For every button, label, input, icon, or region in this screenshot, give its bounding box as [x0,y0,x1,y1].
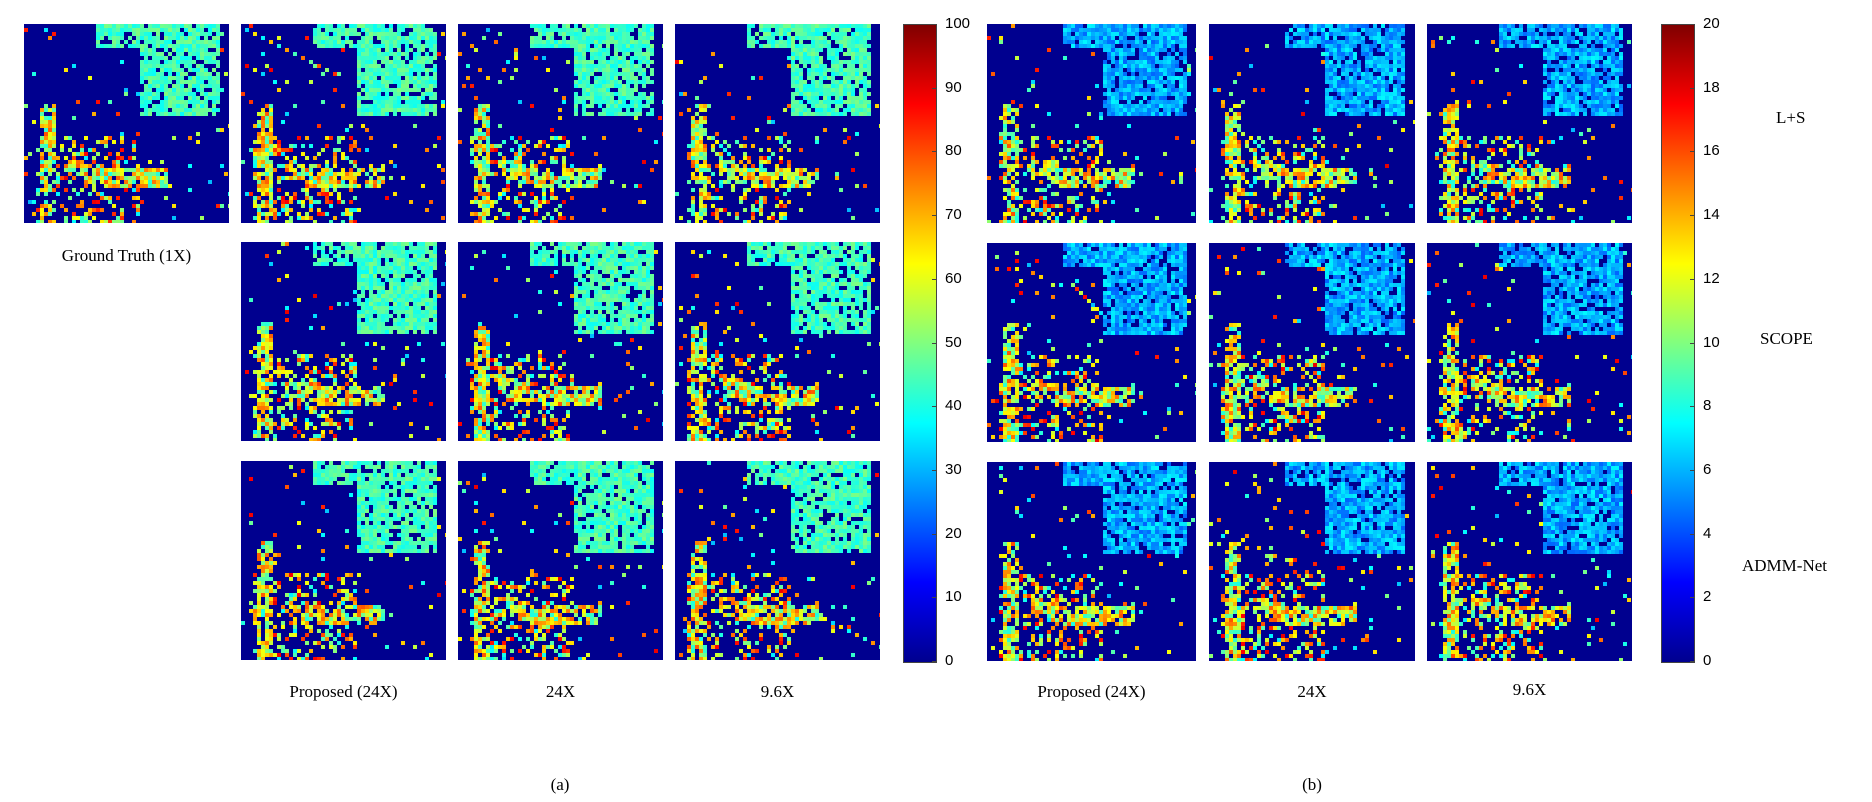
parametric-map-image [1209,24,1415,223]
parametric-map-image [987,243,1196,442]
parametric-map-image [245,242,446,441]
colorbar-a-tick-mark [932,215,937,217]
ground-truth-label: Ground Truth (1X) [61,246,192,265]
colorbar-a [903,24,937,663]
parametric-map-image [458,461,663,660]
map-a-ground-truth [24,24,229,223]
parametric-map-image [241,24,446,223]
parametric-map-image [1427,243,1632,442]
colorbar-b-tick-mark [1690,151,1695,153]
parametric-map-image [675,242,880,441]
col-label-b-1: Proposed (24X) [1037,682,1146,701]
col-label-a-3: 9.6X [760,682,795,701]
colorbar-a-tick-mark [932,342,937,344]
map-a-r1-c3 [675,24,880,223]
colorbar-a-tick-label: 60 [945,269,962,287]
colorbar-a-tick-mark [932,24,937,25]
parametric-map-image [987,24,1196,223]
colorbar-b-tick-mark [1690,533,1695,535]
map-b-r3-c3 [1427,462,1632,661]
colorbar-a-tick-mark [932,533,937,535]
colorbar-a-tick-label: 20 [945,524,962,542]
colorbar-b-tick-mark [1690,342,1695,344]
parametric-map-image [1209,243,1415,442]
colorbar-a-tick-label: 70 [945,206,962,224]
row-label-admm: ADMM-Net [1742,556,1827,575]
col-label-a-1: Proposed (24X) [289,682,398,701]
colorbar-b [1661,24,1695,663]
parametric-map-image [1431,462,1632,661]
map-b-r1-c2 [1209,24,1415,223]
parametric-map-image [458,24,663,223]
parametric-map-image [675,24,880,223]
caption-b: (b) [1302,775,1322,794]
colorbar-a-tick-label: 50 [945,333,962,351]
map-b-r2-c2 [1209,243,1415,442]
colorbar-a-tick-label: 100 [945,15,971,32]
colorbar-a-tick-mark [932,278,937,280]
map-a-r1-c1 [241,24,446,223]
colorbar-b-tick-label: 12 [1703,269,1720,287]
row-label-scope: SCOPE [1760,329,1813,348]
colorbar-b-tick-label: 16 [1703,142,1720,160]
colorbar-b-tick-mark [1690,87,1695,89]
colorbar-a-tick-label: 30 [945,460,962,478]
colorbar-b-tick-mark [1690,469,1695,471]
parametric-map-image [1427,24,1632,223]
colorbar-b-tick-mark [1690,661,1695,662]
colorbar-b-tick-label: 14 [1703,206,1720,224]
colorbar-b-tick-label: 8 [1703,397,1712,415]
colorbar-a-tick-mark [932,597,937,599]
row-label-ls: L+S [1776,108,1806,127]
colorbar-b-tick-label: 18 [1703,78,1720,96]
colorbar-b-tick-label: 10 [1703,333,1720,351]
colorbar-b-tick-label: 4 [1703,524,1712,542]
colorbar-b-tick-label: 6 [1703,460,1712,478]
map-a-r2-c2 [458,242,663,441]
caption-a: (a) [550,775,570,794]
colorbar-a-tick-label: 80 [945,142,962,160]
col-label-b-2: 24X [1297,682,1327,701]
colorbar-a-tick-label: 10 [945,588,962,606]
colorbar-a-tick-label: 90 [945,78,962,96]
map-a-r2-c3 [675,242,880,441]
map-a-r3-c3 [675,461,880,660]
colorbar-a-tick-mark [932,406,937,408]
col-label-b-3: 9.6X [1512,680,1547,699]
parametric-map-image [241,461,446,660]
colorbar-b-tick-mark [1690,278,1695,280]
colorbar-b-tick-label: 2 [1703,588,1712,606]
colorbar-a-tick-label: 0 [945,652,954,669]
colorbar-a-tick-mark [932,661,937,662]
colorbar-a-tick-label: 40 [945,397,962,415]
map-a-r3-c1 [241,461,446,660]
map-a-r3-c2 [458,461,663,660]
parametric-map-image [679,461,880,660]
colorbar-a-tick-mark [932,469,937,471]
colorbar-b-tick-label: 20 [1703,15,1720,32]
colorbar-b-tick-mark [1690,215,1695,217]
map-b-r1-c1 [987,24,1196,223]
parametric-map-image [991,462,1196,661]
map-a-r1-c2 [458,24,663,223]
map-b-r2-c3 [1427,243,1632,442]
map-b-r3-c1 [987,462,1196,661]
col-label-a-2: 24X [545,682,576,701]
map-a-r2-c1 [241,242,446,441]
colorbar-a-tick-mark [932,151,937,153]
colorbar-b-tick-mark [1690,406,1695,408]
map-b-r1-c3 [1427,24,1632,223]
parametric-map-image [458,242,663,441]
parametric-map-image [24,24,229,223]
colorbar-b-tick-mark [1690,24,1695,25]
map-b-r2-c1 [987,243,1196,442]
parametric-map-image [1209,462,1413,661]
colorbar-b-tick-label: 0 [1703,652,1712,669]
map-b-r3-c2 [1209,462,1415,661]
colorbar-a-tick-mark [932,87,937,89]
colorbar-b-tick-mark [1690,597,1695,599]
